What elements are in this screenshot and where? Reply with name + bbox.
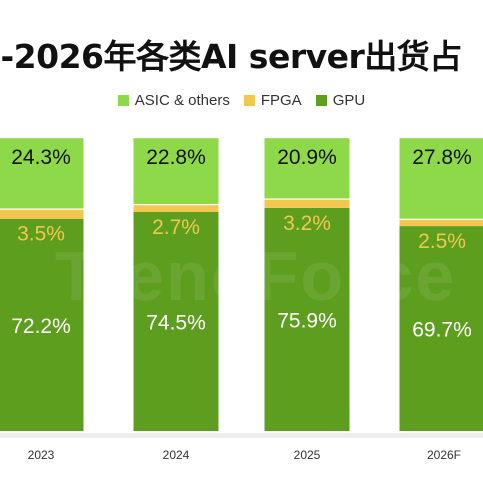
x-tick-label-2025: 2025 (294, 448, 321, 462)
legend: ASIC & others FPGA GPU (0, 89, 483, 111)
x-tick-label-2026f: 2026F (427, 448, 461, 462)
legend-swatch-asic (117, 94, 129, 106)
bar-fpga-2026f (399, 219, 483, 227)
chart-title: 3-2026年各类AI server出货占 (0, 37, 462, 76)
data-label-gpu-2023: 72.2% (11, 315, 71, 338)
bar-gpu-2026f (399, 226, 483, 431)
x-tick-label-2023: 2023 (28, 448, 55, 462)
bar-asic-others-2026f (399, 138, 483, 219)
data-label-fpga-2024: 2.7% (152, 216, 200, 239)
bar-gpu-2024 (133, 211, 219, 431)
legend-swatch-fpga (243, 94, 255, 106)
bar-asic-others-2025 (264, 138, 350, 199)
data-label-asic-others-2023: 24.3% (11, 146, 71, 169)
legend-item-asic: ASIC & others (117, 91, 230, 109)
data-label-asic-others-2025: 20.9% (277, 146, 337, 169)
data-label-asic-others-2024: 22.8% (146, 146, 206, 169)
bar-fpga-2025 (264, 199, 350, 208)
bar-gpu-2023 (0, 218, 84, 431)
bar-asic-others-2024 (133, 138, 219, 205)
data-label-gpu-2024: 74.5% (146, 311, 206, 334)
legend-swatch-gpu (315, 94, 327, 106)
data-label-gpu-2026f: 69.7% (412, 319, 472, 342)
legend-label-asic: ASIC & others (134, 91, 230, 109)
data-label-asic-others-2026f: 27.8% (412, 146, 472, 169)
bar-asic-others-2023 (0, 138, 84, 209)
legend-item-gpu: GPU (315, 91, 366, 109)
data-label-fpga-2026f: 2.5% (418, 230, 466, 253)
legend-item-fpga: FPGA (243, 91, 302, 109)
data-label-gpu-2025: 75.9% (277, 309, 337, 332)
baseline-band (0, 433, 483, 438)
bar-gpu-2025 (264, 207, 350, 431)
bar-fpga-2024 (133, 205, 219, 212)
legend-label-fpga: FPGA (260, 91, 302, 109)
legend-label-gpu: GPU (332, 91, 366, 109)
data-label-fpga-2023: 3.5% (17, 223, 65, 246)
x-tick-label-2024: 2024 (163, 448, 190, 462)
data-label-fpga-2025: 3.2% (283, 212, 331, 235)
bar-fpga-2023 (0, 209, 84, 219)
